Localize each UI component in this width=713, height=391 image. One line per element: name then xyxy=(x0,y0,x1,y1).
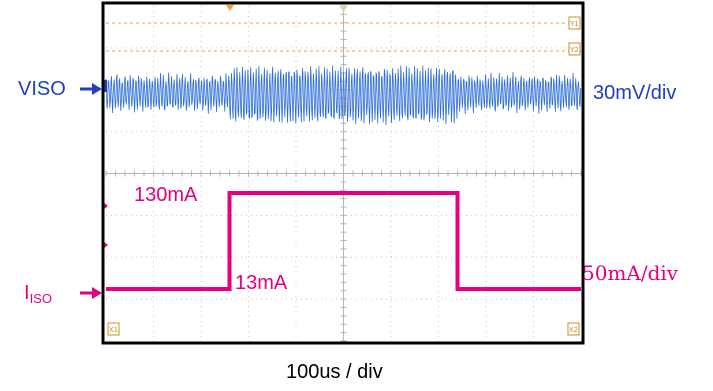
time-scale-label: 100us / div xyxy=(286,361,383,383)
marker-y2: Y2 xyxy=(568,42,581,56)
marker-tag-box xyxy=(567,322,580,336)
trigger-position-icon xyxy=(226,5,234,11)
ch1-scale-label: 30mV/div xyxy=(593,82,677,104)
graticule xyxy=(105,5,582,342)
center-marker-icon xyxy=(339,6,348,12)
marker-tag-box xyxy=(568,16,581,30)
marker-tag-text: X1 xyxy=(109,326,118,334)
marker-x1: X1 xyxy=(107,322,120,336)
marker-tag-text: X2 xyxy=(569,326,578,334)
viso-channel-label: VISO xyxy=(18,78,66,100)
iso-channel-label: IISO xyxy=(24,283,52,305)
cursor-markers: Y1 Y2 X1 X2 xyxy=(102,5,581,336)
iso-arrow-icon xyxy=(80,287,102,299)
iso-current-trace xyxy=(106,191,581,291)
iso-label-main: I xyxy=(24,282,30,304)
marker-tag-text: Y2 xyxy=(569,46,579,54)
annotation-high-current: 130mA xyxy=(134,184,198,206)
viso-arrow-icon xyxy=(80,83,102,95)
marker-tag-box xyxy=(107,322,120,336)
marker-tag-box xyxy=(568,42,581,56)
marker-tag-text: Y1 xyxy=(569,20,579,28)
marker-x2: X2 xyxy=(567,322,580,336)
marker-y1: Y1 xyxy=(568,16,581,30)
annotation-low-current: 13mA xyxy=(235,272,288,294)
iso-label-subscript: ISO xyxy=(29,291,52,306)
ch2-scale-label: 50mA/div xyxy=(582,261,679,285)
viso-trace xyxy=(105,65,582,125)
trace-area xyxy=(105,65,582,291)
scope-frame xyxy=(101,1,585,345)
